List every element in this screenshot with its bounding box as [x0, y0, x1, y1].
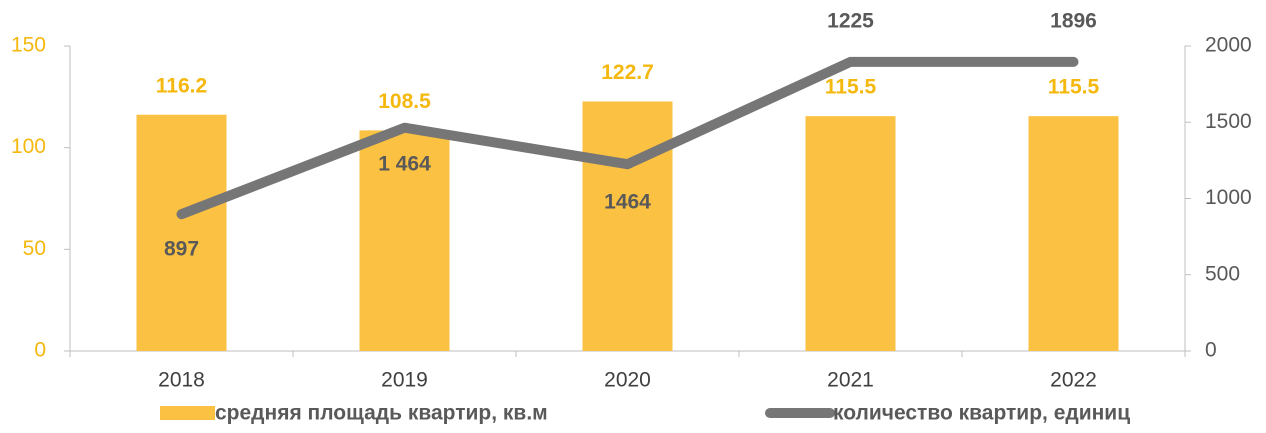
- x-tick-label: 2022: [1050, 369, 1097, 392]
- bar-value-label: 116.2: [156, 74, 207, 97]
- line-annotation: 897: [164, 238, 199, 261]
- bar-value-label: 115.5: [825, 76, 877, 99]
- line: [176, 56, 1079, 220]
- bar-value-label: 108.5: [378, 90, 431, 113]
- line-annotation: 1896: [1050, 10, 1097, 33]
- bar: [136, 114, 227, 351]
- x-tick-label: 2018: [158, 369, 205, 392]
- x-tick-label: 2020: [604, 369, 651, 392]
- x-tick-label: 2019: [381, 369, 428, 392]
- y-tick-label: 100: [11, 135, 46, 158]
- bar: [582, 101, 673, 351]
- legend-label: количество квартир, единиц: [833, 402, 1130, 425]
- bar: [359, 130, 450, 351]
- legend-label: средняя площадь квартир, кв.м: [215, 402, 548, 425]
- bar-value-label: 122.7: [601, 61, 654, 84]
- line-annotation: 1225: [827, 10, 874, 33]
- x-tick-label: 2021: [827, 369, 874, 392]
- y2-tick-label: 500: [1205, 262, 1240, 285]
- bar: [1028, 116, 1119, 352]
- line-annotation: 1 464: [378, 153, 431, 176]
- bar: [805, 116, 896, 352]
- y2-tick-label: 2000: [1205, 34, 1252, 57]
- y2-tick-label: 0: [1205, 339, 1217, 362]
- y-tick-label: 50: [23, 237, 46, 260]
- legend-swatch: [160, 406, 215, 420]
- bar-value-label: 115.5: [1048, 76, 1100, 99]
- y2-tick-label: 1000: [1205, 186, 1252, 209]
- y-tick-label: 0: [34, 339, 46, 362]
- line-annotation: 1464: [604, 191, 651, 214]
- y2-tick-label: 1500: [1205, 110, 1252, 133]
- y-tick-label: 150: [11, 34, 46, 57]
